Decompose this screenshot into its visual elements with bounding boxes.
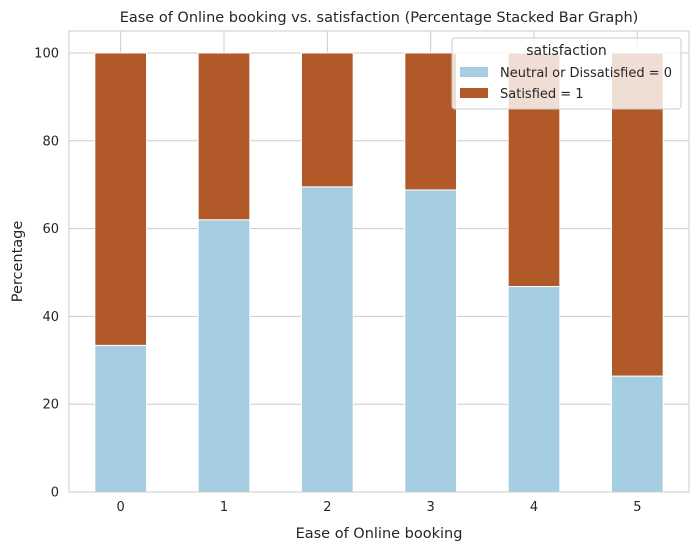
legend-swatch <box>460 67 488 77</box>
legend-swatch <box>460 88 488 98</box>
y-tick-label: 20 <box>42 398 59 413</box>
bar-segment <box>611 375 664 493</box>
bar-layer <box>94 52 664 493</box>
bar-segment <box>94 344 148 493</box>
tick-layer: 0 20 40 60 80 100 0 1 2 3 4 5 <box>34 46 641 515</box>
y-tick-label: 40 <box>42 310 59 325</box>
y-tick-label: 80 <box>42 134 59 149</box>
y-tick-label: 60 <box>42 222 59 237</box>
bar-segment <box>301 186 354 493</box>
x-tick-label: 3 <box>427 500 435 515</box>
bar-segment <box>404 52 458 191</box>
legend-entry-label: Neutral or Dissatisfied = 0 <box>500 66 672 81</box>
x-tick-label: 4 <box>530 500 538 515</box>
bar-segment <box>197 219 251 493</box>
bar-segment <box>94 52 148 346</box>
x-tick-label: 0 <box>117 500 125 515</box>
bar-segment <box>507 286 561 493</box>
chart-title: Ease of Online booking vs. satisfaction … <box>120 10 639 26</box>
legend-title: satisfaction <box>526 43 607 59</box>
x-tick-label: 5 <box>633 500 641 515</box>
legend: satisfaction Neutral or Dissatisfied = 0… <box>451 37 682 110</box>
bar-segment <box>301 52 354 188</box>
bar-segment <box>197 52 251 221</box>
legend-entries: Neutral or Dissatisfied = 0 Satisfied = 1 <box>460 66 672 102</box>
x-tick-label: 2 <box>323 500 331 515</box>
y-axis-label: Percentage <box>10 221 26 303</box>
y-tick-label: 100 <box>34 46 59 61</box>
legend-entry-label: Satisfied = 1 <box>500 87 584 102</box>
y-tick-label: 0 <box>51 486 59 501</box>
bar-segment <box>404 189 458 493</box>
legend-box <box>451 37 682 110</box>
x-axis-label: Ease of Online booking <box>296 526 463 542</box>
x-tick-label: 1 <box>220 500 228 515</box>
plot-frame <box>68 30 690 493</box>
